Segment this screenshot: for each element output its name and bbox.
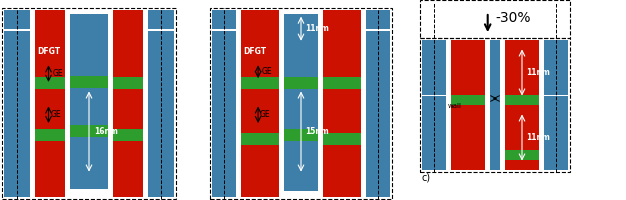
Text: GE: GE <box>53 69 63 78</box>
Text: GE: GE <box>51 110 61 119</box>
Bar <box>505 40 539 170</box>
Text: b): b) <box>211 199 221 200</box>
Bar <box>451 95 485 105</box>
Bar <box>544 40 568 95</box>
Bar <box>148 31 174 197</box>
Bar <box>490 40 500 170</box>
Text: 11nm: 11nm <box>526 68 550 77</box>
Text: a): a) <box>3 199 13 200</box>
Bar <box>241 77 279 89</box>
Bar <box>148 10 174 29</box>
Bar <box>422 96 446 170</box>
Bar <box>451 40 485 170</box>
Text: 15nm: 15nm <box>305 127 329 136</box>
Text: 11nm: 11nm <box>305 24 329 33</box>
Bar <box>35 77 65 89</box>
Bar <box>212 31 236 197</box>
Text: DFGT: DFGT <box>243 47 266 56</box>
Text: 11nm: 11nm <box>526 133 550 142</box>
Bar <box>505 95 539 105</box>
Text: GE: GE <box>260 110 270 119</box>
Bar <box>544 96 568 170</box>
Bar <box>422 40 446 95</box>
Bar <box>284 77 318 89</box>
Bar <box>35 129 65 141</box>
Bar <box>366 31 390 197</box>
Text: 16nm: 16nm <box>94 127 118 136</box>
Bar <box>284 14 318 191</box>
Bar <box>212 10 236 29</box>
Bar <box>323 10 361 197</box>
Bar <box>210 8 392 199</box>
Bar <box>113 77 143 89</box>
Text: c): c) <box>421 172 430 182</box>
Bar <box>366 10 390 29</box>
Bar <box>323 77 361 89</box>
Bar <box>70 14 108 189</box>
Bar <box>70 124 108 136</box>
Bar <box>241 133 279 145</box>
Bar <box>2 8 176 199</box>
Text: -30%: -30% <box>496 11 531 25</box>
Bar <box>4 31 30 197</box>
Bar <box>323 133 361 145</box>
Bar <box>241 10 279 197</box>
Bar <box>505 150 539 160</box>
Text: GE: GE <box>262 67 273 76</box>
Text: wall: wall <box>448 102 462 108</box>
Bar <box>35 10 65 197</box>
Bar <box>4 10 30 29</box>
Bar <box>420 38 570 172</box>
Bar <box>70 76 108 88</box>
Bar <box>284 129 318 141</box>
Text: DFGT: DFGT <box>37 47 60 56</box>
Bar <box>113 10 143 197</box>
Bar <box>113 129 143 141</box>
Bar <box>420 0 570 38</box>
